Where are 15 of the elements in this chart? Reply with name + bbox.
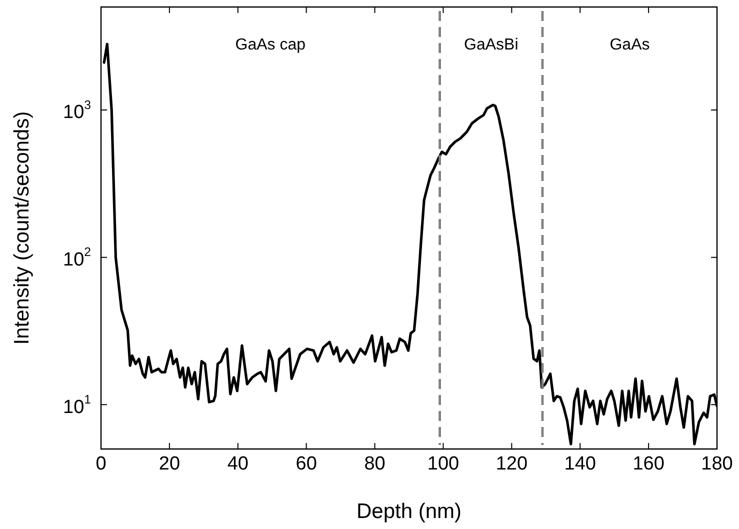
x-tick-label: 40 [227,454,248,475]
x-tick-label: 100 [427,454,460,475]
x-tick-label: 60 [296,454,317,475]
x-tick-label: 120 [496,454,528,475]
y-axis-title: Intensity (count/seconds) [10,111,34,345]
x-axis-title: Depth (nm) [356,500,462,524]
x-tick-label: 0 [96,454,106,475]
x-tick-label: 160 [632,454,664,475]
x-tick-label: 80 [364,454,386,475]
annotation: GaAsBi [464,36,518,54]
x-tick-label: 180 [701,454,733,475]
x-tick-label: 20 [158,454,180,475]
annotation: GaAs cap [235,36,306,54]
annotation: GaAs [610,36,650,54]
x-tick-label: 140 [564,454,596,475]
